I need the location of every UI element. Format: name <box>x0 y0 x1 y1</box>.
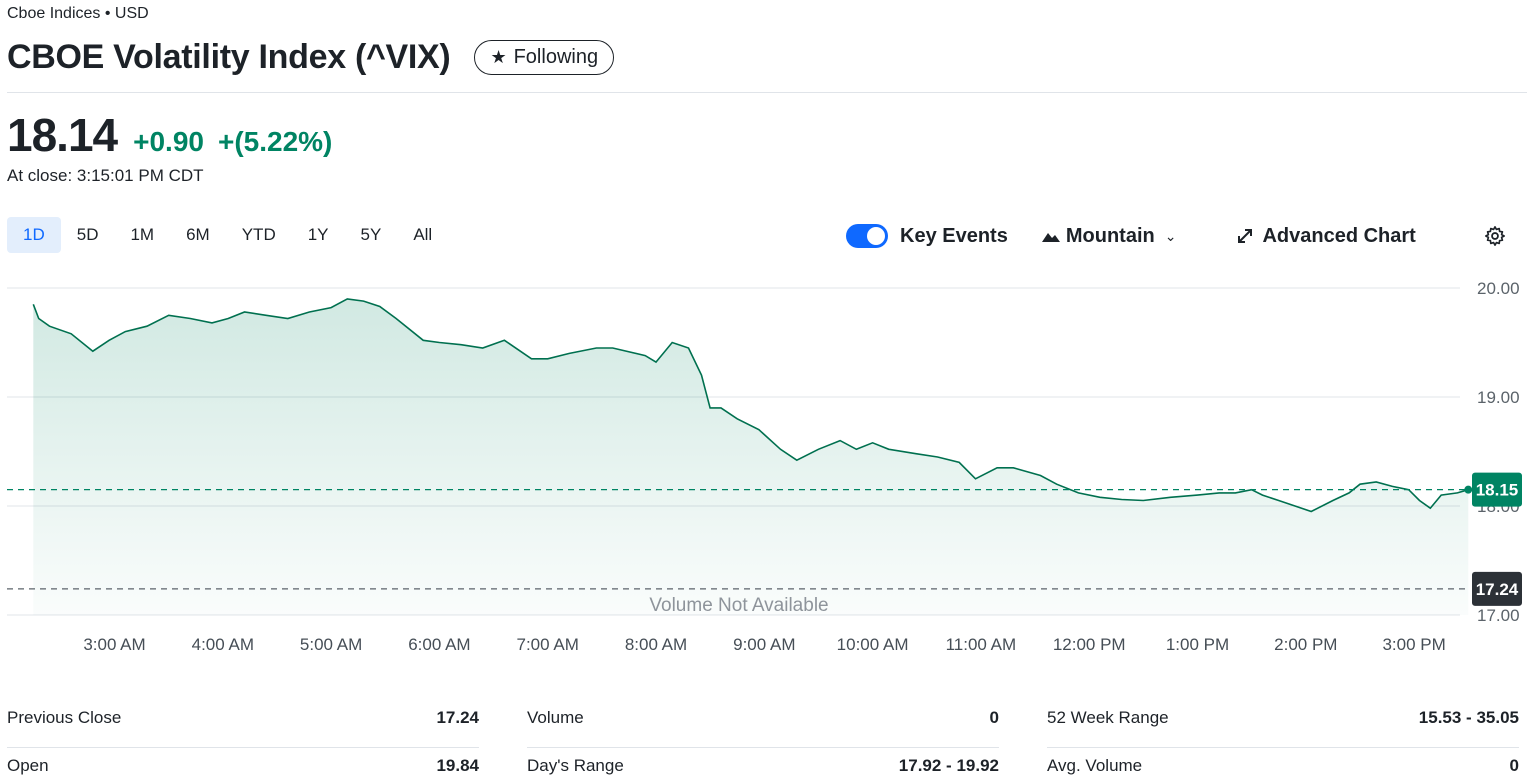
x-tick-label: 3:00 PM <box>1382 635 1445 654</box>
quote-row: 18.14 +0.90 +(5.22%) <box>7 108 332 162</box>
x-tick-label: 3:00 AM <box>83 635 145 654</box>
stat-row-avg-volume: Avg. Volume 0 <box>1047 748 1519 781</box>
y-tick-label: 20.00 <box>1477 279 1520 298</box>
current-price-badge-label: 18.15 <box>1476 481 1519 500</box>
chart-type-label: Mountain <box>1065 224 1155 247</box>
page-title: CBOE Volatility Index (^VIX) <box>7 38 451 76</box>
stat-row-days-range: Day's Range 17.92 - 19.92 <box>527 748 999 781</box>
chart-toolbar: Key Events Mountain ⌄ Advanced Chart <box>846 218 1416 254</box>
stat-value: 19.84 <box>436 756 479 775</box>
range-tab-1d[interactable]: 1D <box>7 217 61 253</box>
advanced-chart-button[interactable]: Advanced Chart <box>1236 224 1416 248</box>
settings-gear-icon[interactable] <box>1484 225 1506 252</box>
key-events-label: Key Events <box>900 224 1008 247</box>
stat-label: Volume <box>527 708 584 727</box>
stat-value: 0 <box>989 708 999 727</box>
x-tick-label: 9:00 AM <box>733 635 795 654</box>
y-tick-label: 19.00 <box>1477 388 1520 407</box>
current-price: 18.14 <box>7 109 118 161</box>
stat-row-52-week-range: 52 Week Range 15.53 - 35.05 <box>1047 700 1519 748</box>
range-tab-1y[interactable]: 1Y <box>307 225 329 244</box>
x-axis: 3:00 AM 4:00 AM 5:00 AM 6:00 AM 7:00 AM 8:00 … <box>83 635 1445 654</box>
x-tick-label: 8:00 AM <box>625 635 687 654</box>
stat-label: 52 Week Range <box>1047 708 1169 727</box>
stat-label: Day's Range <box>527 756 624 775</box>
gear-icon <box>1485 226 1505 246</box>
stat-row-previous-close: Previous Close 17.24 <box>7 700 479 748</box>
range-tab-all[interactable]: All <box>413 225 433 244</box>
stat-value: 17.24 <box>436 708 479 727</box>
x-tick-label: 6:00 AM <box>408 635 470 654</box>
mountain-icon <box>1041 233 1060 242</box>
x-tick-label: 10:00 AM <box>837 635 909 654</box>
previous-close-badge-label: 17.24 <box>1476 580 1519 599</box>
y-tick-label: 17.00 <box>1477 606 1520 625</box>
volume-not-available: Volume Not Available <box>649 595 828 616</box>
toggle-knob <box>867 227 885 245</box>
price-line <box>32 298 1469 513</box>
stat-value: 15.53 - 35.05 <box>1418 708 1519 727</box>
chevron-down-icon: ⌄ <box>1164 227 1177 244</box>
advanced-chart-label: Advanced Chart <box>1262 224 1416 247</box>
price-change-percent: +(5.22%) <box>217 126 333 157</box>
stats-column-2: Volume 0 Day's Range 17.92 - 19.92 <box>527 700 999 781</box>
x-tick-label: 4:00 AM <box>192 635 254 654</box>
x-tick-label: 11:00 AM <box>946 635 1017 654</box>
x-tick-label: 12:00 PM <box>1053 635 1126 654</box>
stat-value: 17.92 - 19.92 <box>898 756 999 775</box>
range-tab-5y[interactable]: 5Y <box>360 225 382 244</box>
range-tab-5d[interactable]: 5D <box>76 225 99 244</box>
following-button[interactable]: ★ Following <box>474 40 615 75</box>
stats-column-1: Previous Close 17.24 Open 19.84 <box>7 700 479 781</box>
x-tick-label: 2:00 PM <box>1274 635 1337 654</box>
x-tick-label: 5:00 AM <box>300 635 362 654</box>
x-tick-label: 1:00 PM <box>1166 635 1229 654</box>
price-change: +0.90 <box>133 126 204 157</box>
exchange-label: Cboe Indices • USD <box>7 5 149 22</box>
key-events-toggle[interactable] <box>846 224 888 248</box>
stat-value: 0 <box>1509 756 1519 775</box>
expand-icon <box>1238 229 1253 243</box>
stat-row-volume: Volume 0 <box>527 700 999 748</box>
chart-type-dropdown[interactable]: Mountain ⌄ <box>1041 224 1177 248</box>
stat-label: Open <box>7 756 49 775</box>
stat-row-open: Open 19.84 <box>7 748 479 781</box>
stat-label: Previous Close <box>7 708 122 727</box>
following-label: Following <box>513 46 599 68</box>
price-area <box>33 298 1469 615</box>
range-tab-6m[interactable]: 6M <box>186 225 210 244</box>
title-row: CBOE Volatility Index (^VIX) ★ Following <box>7 38 615 77</box>
current-price-dot <box>1464 485 1473 494</box>
star-icon: ★ <box>490 47 507 67</box>
previous-close-badge: 17.24 <box>1472 571 1522 606</box>
range-tabs: 1D 5D 1M 6M YTD 1Y 5Y All <box>7 217 448 253</box>
range-tab-1m[interactable]: 1M <box>130 225 155 244</box>
stat-label: Avg. Volume <box>1047 756 1143 775</box>
range-tab-ytd[interactable]: YTD <box>241 225 276 244</box>
current-price-badge: 18.15 <box>1472 472 1522 507</box>
x-tick-label: 7:00 AM <box>517 635 579 654</box>
close-time: At close: 3:15:01 PM CDT <box>7 166 204 185</box>
stats-column-3: 52 Week Range 15.53 - 35.05 Avg. Volume … <box>1047 700 1519 781</box>
header-divider <box>7 92 1527 93</box>
